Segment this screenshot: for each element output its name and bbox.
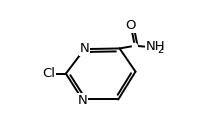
Text: N: N xyxy=(77,94,87,107)
Text: NH: NH xyxy=(146,40,165,53)
Text: O: O xyxy=(125,19,135,32)
Text: Cl: Cl xyxy=(42,67,55,80)
Text: N: N xyxy=(80,42,89,55)
Text: 2: 2 xyxy=(158,45,164,55)
FancyBboxPatch shape xyxy=(81,45,87,53)
FancyBboxPatch shape xyxy=(79,96,85,103)
Circle shape xyxy=(133,43,137,48)
